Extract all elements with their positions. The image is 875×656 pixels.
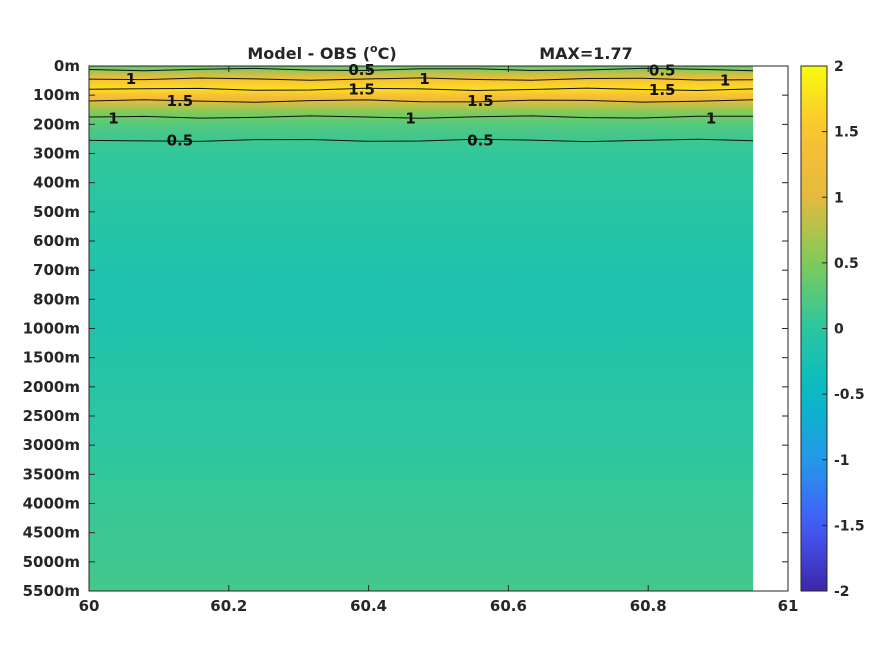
y-tick-label: 4000m bbox=[23, 495, 80, 513]
contour-label: 0.5 bbox=[649, 61, 676, 79]
y-tick-label: 2500m bbox=[23, 407, 80, 425]
contour-line bbox=[88, 67, 754, 72]
contour-label: 1.5 bbox=[467, 92, 494, 110]
x-tick-label: 60.6 bbox=[490, 597, 527, 615]
colorbar-tick-label: 2 bbox=[834, 59, 844, 75]
contour-line bbox=[88, 99, 754, 103]
x-tick-label: 60.8 bbox=[630, 597, 667, 615]
contour-label: 1 bbox=[720, 72, 730, 90]
contour-line bbox=[88, 115, 754, 119]
contour-label: 1 bbox=[126, 70, 136, 88]
colorbar-tick-label: 1 bbox=[834, 190, 844, 206]
y-tick-label: 1000m bbox=[23, 320, 80, 338]
chart-title-unit-sup: o bbox=[370, 42, 378, 55]
contour-line bbox=[88, 87, 754, 92]
y-tick-label: 0m bbox=[54, 57, 80, 75]
colorbar-tick-label: 0.5 bbox=[834, 256, 859, 272]
contour-label: 1 bbox=[419, 70, 429, 88]
y-tick-label: 5500m bbox=[23, 582, 80, 600]
y-tick-label: 300m bbox=[33, 145, 80, 163]
contour-label: 1.5 bbox=[348, 80, 375, 98]
y-tick-label: 600m bbox=[33, 232, 80, 250]
x-tick-label: 60 bbox=[79, 597, 100, 615]
contour-label: 1.5 bbox=[649, 81, 676, 99]
chart-title: Model - OBS (oC) bbox=[247, 42, 396, 63]
y-tick-label: 400m bbox=[33, 174, 80, 192]
contour-label: 0.5 bbox=[167, 131, 194, 149]
y-tick-label: 100m bbox=[33, 86, 80, 104]
y-tick-label: 800m bbox=[33, 290, 80, 308]
contour-label: 1.5 bbox=[167, 92, 194, 110]
heatmap-field bbox=[89, 66, 754, 591]
contour-label: 0.5 bbox=[467, 131, 494, 149]
y-tick-label: 4500m bbox=[23, 524, 80, 542]
contour-label: 1 bbox=[108, 110, 118, 128]
colorbar-tick-label: 0 bbox=[834, 322, 844, 338]
contour-line bbox=[88, 138, 754, 143]
colorbar-tick-label: 1.5 bbox=[834, 125, 859, 141]
x-tick-label: 60.2 bbox=[210, 597, 247, 615]
chart-title-unit: C) bbox=[378, 44, 397, 63]
plot-axes: 0.5 0.5 1 1 1 1.5 1.5 1.5 1.5 1 1 1 0.5 0.5 0m 100m 200m… bbox=[23, 57, 799, 615]
contour-line bbox=[88, 77, 754, 81]
colorbar-tick-label: -2 bbox=[834, 584, 850, 600]
colorbar: 2 1.5 1 0.5 0 -0.5 -1 -1.5 -2 bbox=[800, 59, 865, 600]
contour-label: 1 bbox=[706, 110, 716, 128]
colorbar-tick-label: -1 bbox=[834, 453, 850, 469]
y-tick-label: 700m bbox=[33, 261, 80, 279]
y-tick-label: 3000m bbox=[23, 436, 80, 454]
x-tick-label: 60.4 bbox=[350, 597, 387, 615]
contour-label: 0.5 bbox=[348, 61, 375, 79]
y-tick-label: 1500m bbox=[23, 349, 80, 367]
contour-label: 1 bbox=[405, 110, 415, 128]
colorbar-tick-label: -0.5 bbox=[834, 387, 865, 403]
y-tick-label: 200m bbox=[33, 115, 80, 133]
y-tick-label: 3500m bbox=[23, 465, 80, 483]
max-label: MAX=1.77 bbox=[539, 44, 633, 63]
colorbar-tick-label: -1.5 bbox=[834, 518, 865, 534]
y-tick-label: 2000m bbox=[23, 378, 80, 396]
y-tick-label: 500m bbox=[33, 203, 80, 221]
chart-title-main: Model - OBS ( bbox=[247, 44, 370, 63]
x-tick-label: 61 bbox=[778, 597, 799, 615]
y-tick-label: 5000m bbox=[23, 553, 80, 571]
